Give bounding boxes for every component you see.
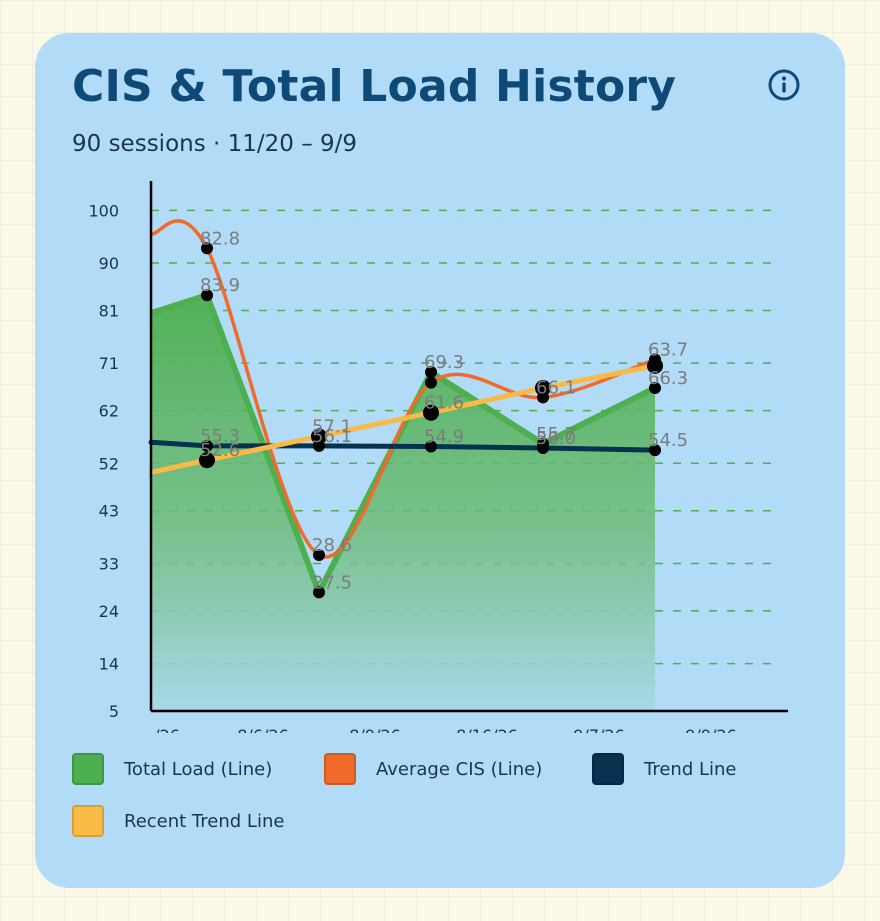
- line-trend: [148, 439, 658, 453]
- legend-label-total-load: Total Load (Line): [124, 758, 273, 780]
- point-recent-trend-line: [423, 404, 439, 421]
- x-tick-label: 8/9/26: [349, 726, 401, 733]
- x-tick-label: 9/9/26: [685, 726, 737, 733]
- legend-swatch-total-load: [72, 753, 104, 785]
- chart-plot: 5 14 24 33 43 52 62 71 81 90 100/26 8/6/26 8/9/26 8/1…: [88, 181, 788, 733]
- data-label-average-cis: 82.8: [200, 228, 240, 249]
- point-average-cis: [201, 242, 213, 255]
- data-label-recent-trend-line: 61.6: [424, 393, 464, 414]
- legend-label-average-cis: Average CIS (Line): [376, 758, 543, 780]
- y-tick-label: 33: [99, 554, 119, 573]
- data-label-trend-line: 55.3: [200, 426, 240, 447]
- y-tick-label: 100: [88, 201, 119, 220]
- point-total-load: [313, 586, 325, 599]
- chart-subtitle: 90 sessions · 11/20 – 9/9: [72, 131, 358, 157]
- chart-card: CIS & Total Load History 90 sessions · 1…: [35, 33, 845, 888]
- y-tick-label: 71: [99, 354, 119, 373]
- data-label-recent-trend-line: 52.6: [200, 440, 240, 461]
- legend-item-recent-trend-line[interactable]: Recent Trend Line: [72, 803, 284, 839]
- legend-item-average-cis[interactable]: Average CIS (Line): [324, 751, 542, 787]
- data-label-trend-line: 56.0: [536, 428, 576, 449]
- data-label-recent-trend-line: 57.1: [312, 416, 352, 437]
- info-button[interactable]: [768, 69, 800, 101]
- legend-item-total-load[interactable]: Total Load (Line): [72, 751, 272, 787]
- x-tick-label: 9/7/26: [573, 726, 625, 733]
- legend-label-trend-line: Trend Line: [644, 758, 737, 780]
- x-tick-label: 8/6/26: [237, 726, 289, 733]
- data-label-average-cis: 63.7: [648, 339, 688, 360]
- data-label-trend-line: 54.9: [424, 426, 464, 447]
- legend-swatch-recent-trend-line: [72, 805, 104, 837]
- point-total-load: [425, 366, 437, 379]
- legend-label-recent-trend-line: Recent Trend Line: [124, 810, 285, 832]
- area-total-load: [151, 295, 655, 711]
- legend-item-trend-line[interactable]: Trend Line: [592, 751, 737, 787]
- chart-title: CIS & Total Load History: [72, 61, 677, 112]
- data-label-total-load: 69.3: [424, 352, 464, 373]
- y-tick-label: 14: [99, 655, 119, 674]
- point-total-load: [649, 381, 661, 394]
- point-recent-trend-line: [535, 379, 551, 396]
- data-label-total-load: 55.7: [536, 424, 576, 445]
- x-tick-label: 8/16/26: [456, 726, 518, 733]
- y-tick-label: 81: [99, 301, 119, 320]
- y-tick-label: 52: [99, 454, 119, 473]
- line-recent-trend: [148, 363, 658, 475]
- data-label-average-cis: 66.1: [536, 377, 576, 398]
- data-label-total-load: 83.9: [200, 275, 240, 296]
- y-tick-label: 62: [99, 402, 119, 421]
- data-label-average-cis: 28.6: [312, 535, 352, 556]
- line-total-load: [150, 292, 657, 596]
- legend-swatch-average-cis: [324, 753, 356, 785]
- data-label-total-load: 66.3: [648, 368, 688, 389]
- data-label-total-load: 27.5: [312, 572, 352, 593]
- point-average-cis: [425, 376, 437, 389]
- y-tick-label: 5: [109, 702, 119, 721]
- y-tick-label: 43: [99, 502, 119, 521]
- point-total-load: [201, 289, 213, 302]
- y-tick-label: 90: [99, 254, 119, 273]
- point-trend-line: [201, 439, 213, 452]
- point-recent-trend-line: [311, 428, 327, 445]
- data-label-trend-line: 56.1: [312, 426, 352, 447]
- point-recent-trend-line: [647, 357, 663, 374]
- point-recent-trend-line: [199, 452, 215, 469]
- legend-swatch-trend-line: [592, 753, 624, 785]
- point-trend-line: [425, 440, 437, 453]
- point-average-cis: [313, 549, 325, 562]
- point-trend-line: [537, 442, 549, 455]
- info-circle-icon: [768, 69, 800, 101]
- point-trend-line: [649, 444, 661, 457]
- data-label-trend-line: 54.5: [648, 430, 688, 451]
- y-tick-label: 24: [99, 602, 119, 621]
- x-tick-label: /26: [154, 726, 180, 733]
